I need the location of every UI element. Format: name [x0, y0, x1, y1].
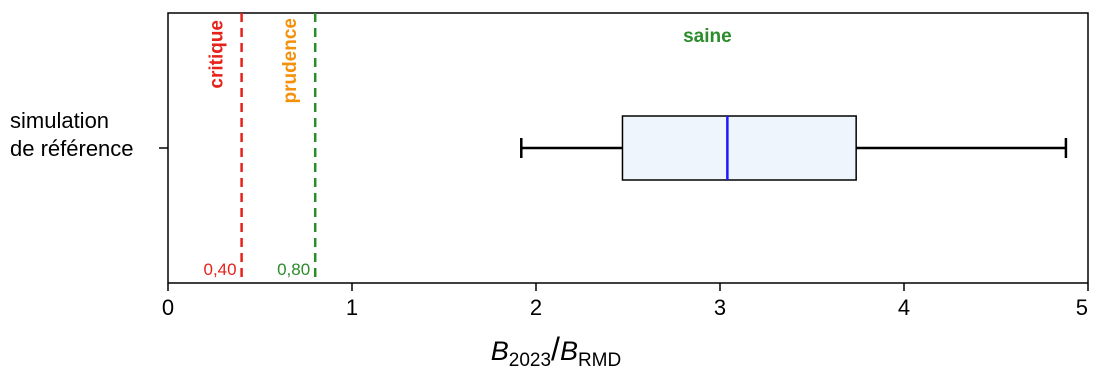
x-axis-label-denominator: B [560, 336, 578, 366]
x-axis-label-numerator: B [491, 336, 509, 366]
x-axis-label-numerator-sub: 2023 [509, 350, 551, 368]
x-tick-label-2: 2 [530, 295, 542, 320]
x-tick-label-5: 5 [1076, 295, 1088, 320]
zone-label-saine: saine [683, 26, 732, 47]
threshold-lines [240, 13, 317, 283]
x-axis-label: B2023/BRMD [491, 331, 621, 368]
threshold-label-critical: 0,40 [204, 260, 237, 279]
x-axis-label-denominator-sub: RMD [578, 350, 621, 368]
x-tick-label-3: 3 [714, 295, 726, 320]
y-category-label-line1: simulation [10, 108, 109, 133]
x-tick-label-0: 0 [162, 295, 174, 320]
zone-label-prudence: prudence [280, 18, 301, 104]
x-tick-label-1: 1 [346, 295, 358, 320]
x-tick-label-4: 4 [898, 295, 910, 320]
x-axis-label-separator: / [551, 331, 560, 367]
box-iqr [621, 115, 857, 181]
x-axis-ticks: 0 1 2 3 4 5 [162, 283, 1089, 320]
boxplot [520, 115, 1068, 181]
y-category-label-line2: de référence [10, 136, 134, 161]
threshold-label-healthy: 0,80 [277, 260, 310, 279]
zone-label-critique: critique [207, 20, 228, 89]
